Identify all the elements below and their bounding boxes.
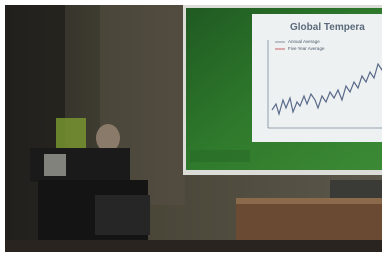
legend-text: Five Year Average (288, 46, 325, 51)
photo: Global Tempera Annual Average Five Year … (0, 0, 387, 257)
table-edge (236, 198, 387, 204)
page: {"screen": {"slide_title": "Global Tempe… (0, 0, 387, 257)
slide-title: Global Tempera (290, 22, 365, 33)
speaker (96, 124, 120, 152)
laptop-screen (56, 118, 86, 152)
legend-text: Annual Average (288, 39, 320, 44)
podium-sign (44, 154, 66, 176)
floor (5, 240, 382, 252)
slide-footer (190, 150, 250, 162)
monitor (95, 195, 150, 235)
slide-chart (252, 14, 387, 142)
